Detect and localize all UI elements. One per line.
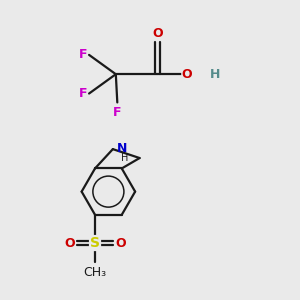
Text: CH₃: CH₃	[83, 266, 106, 279]
Text: H: H	[121, 153, 128, 163]
Text: O: O	[115, 236, 126, 250]
Text: O: O	[152, 27, 163, 40]
Text: N: N	[116, 142, 127, 155]
Text: O: O	[64, 236, 75, 250]
Text: O: O	[182, 68, 193, 81]
Text: F: F	[113, 106, 122, 119]
Text: F: F	[79, 87, 87, 100]
Text: S: S	[90, 236, 100, 250]
Text: F: F	[79, 48, 87, 62]
Text: H: H	[210, 68, 221, 81]
